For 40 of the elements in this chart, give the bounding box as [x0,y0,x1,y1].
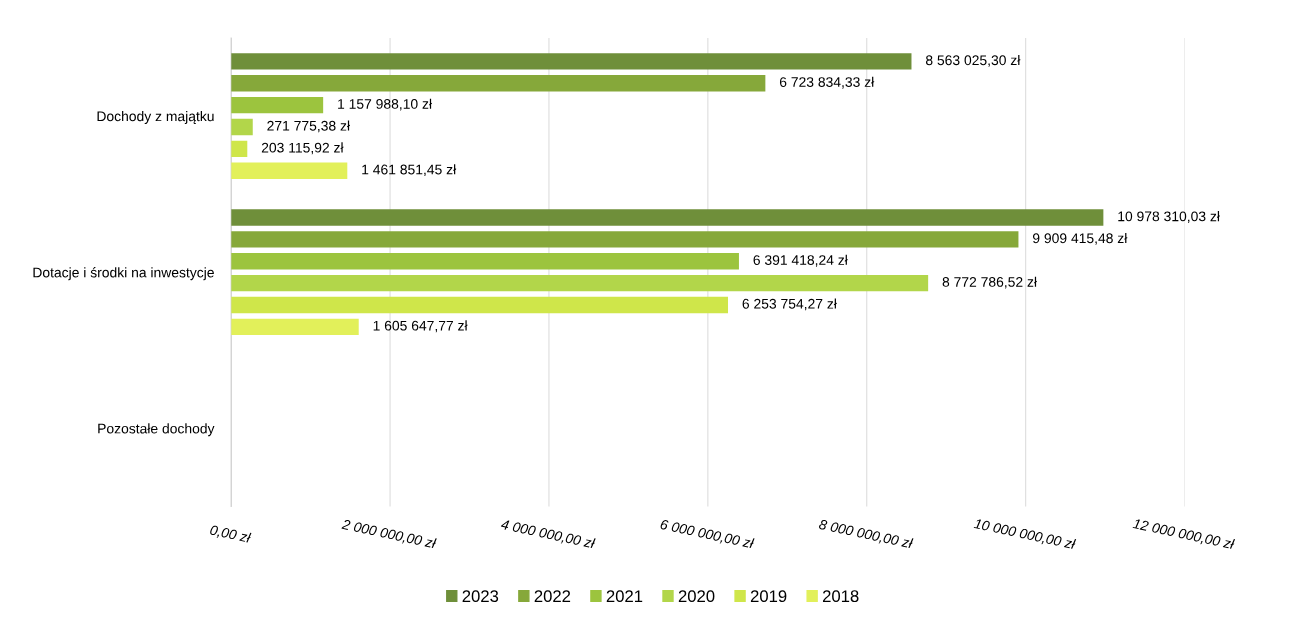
y-tick-label: Pozostałe dochody [98,423,215,437]
bar [231,140,248,158]
data-label: 8 772 786,52 zł [942,276,1037,289]
bar [231,318,359,336]
legend-label: 2020 [678,590,715,603]
legend-label: 2019 [750,590,787,603]
y-tick-label: Dotacje i środki na inwestycje [33,267,214,281]
data-label: 9 909 415,48 zł [1032,232,1128,245]
bar [231,162,348,179]
bar [231,75,766,92]
data-label: 203 115,92 zł [261,142,344,155]
bar [231,274,929,292]
bar [231,118,253,136]
x-tick-label: 2 000 000,00 zł [341,518,437,551]
data-label: 271 775,38 zł [267,120,350,133]
x-tick-label: 12 000 000,00 zł [1132,518,1236,551]
bar [231,231,1019,248]
bar [231,209,1104,226]
bar [231,296,729,314]
data-label: 10 978 310,03 zł [1118,211,1220,223]
y-tick-label: Dochody z majątku [97,111,214,124]
data-label: 6 253 754,27 zł [742,298,837,311]
data-label: 1 157 988,10 zł [338,98,432,111]
bar [231,53,912,70]
data-label: 1 461 851,45 zł [362,164,457,177]
x-tick-label: 10 000 000,00 zł [973,518,1077,551]
data-label: 1 605 647,77 zł [373,320,468,333]
bar [231,253,739,270]
bar [231,96,324,114]
data-label: 6 723 834,33 zł [779,76,875,89]
legend-label: 2021 [606,590,643,603]
legend-label: 2018 [822,590,859,603]
x-tick-label: 4 000 000,00 zł [500,518,596,551]
x-tick-label: 6 000 000,00 zł [659,518,755,551]
legend-label: 2022 [534,590,571,603]
data-label: 6 391 418,24 zł [753,254,848,267]
x-tick-label: 0,00 zł [209,524,252,545]
x-tick-label: 8 000 000,00 zł [818,518,914,551]
legend-label: 2023 [462,590,499,603]
data-label: 8 563 025,30 zł [925,54,1021,67]
